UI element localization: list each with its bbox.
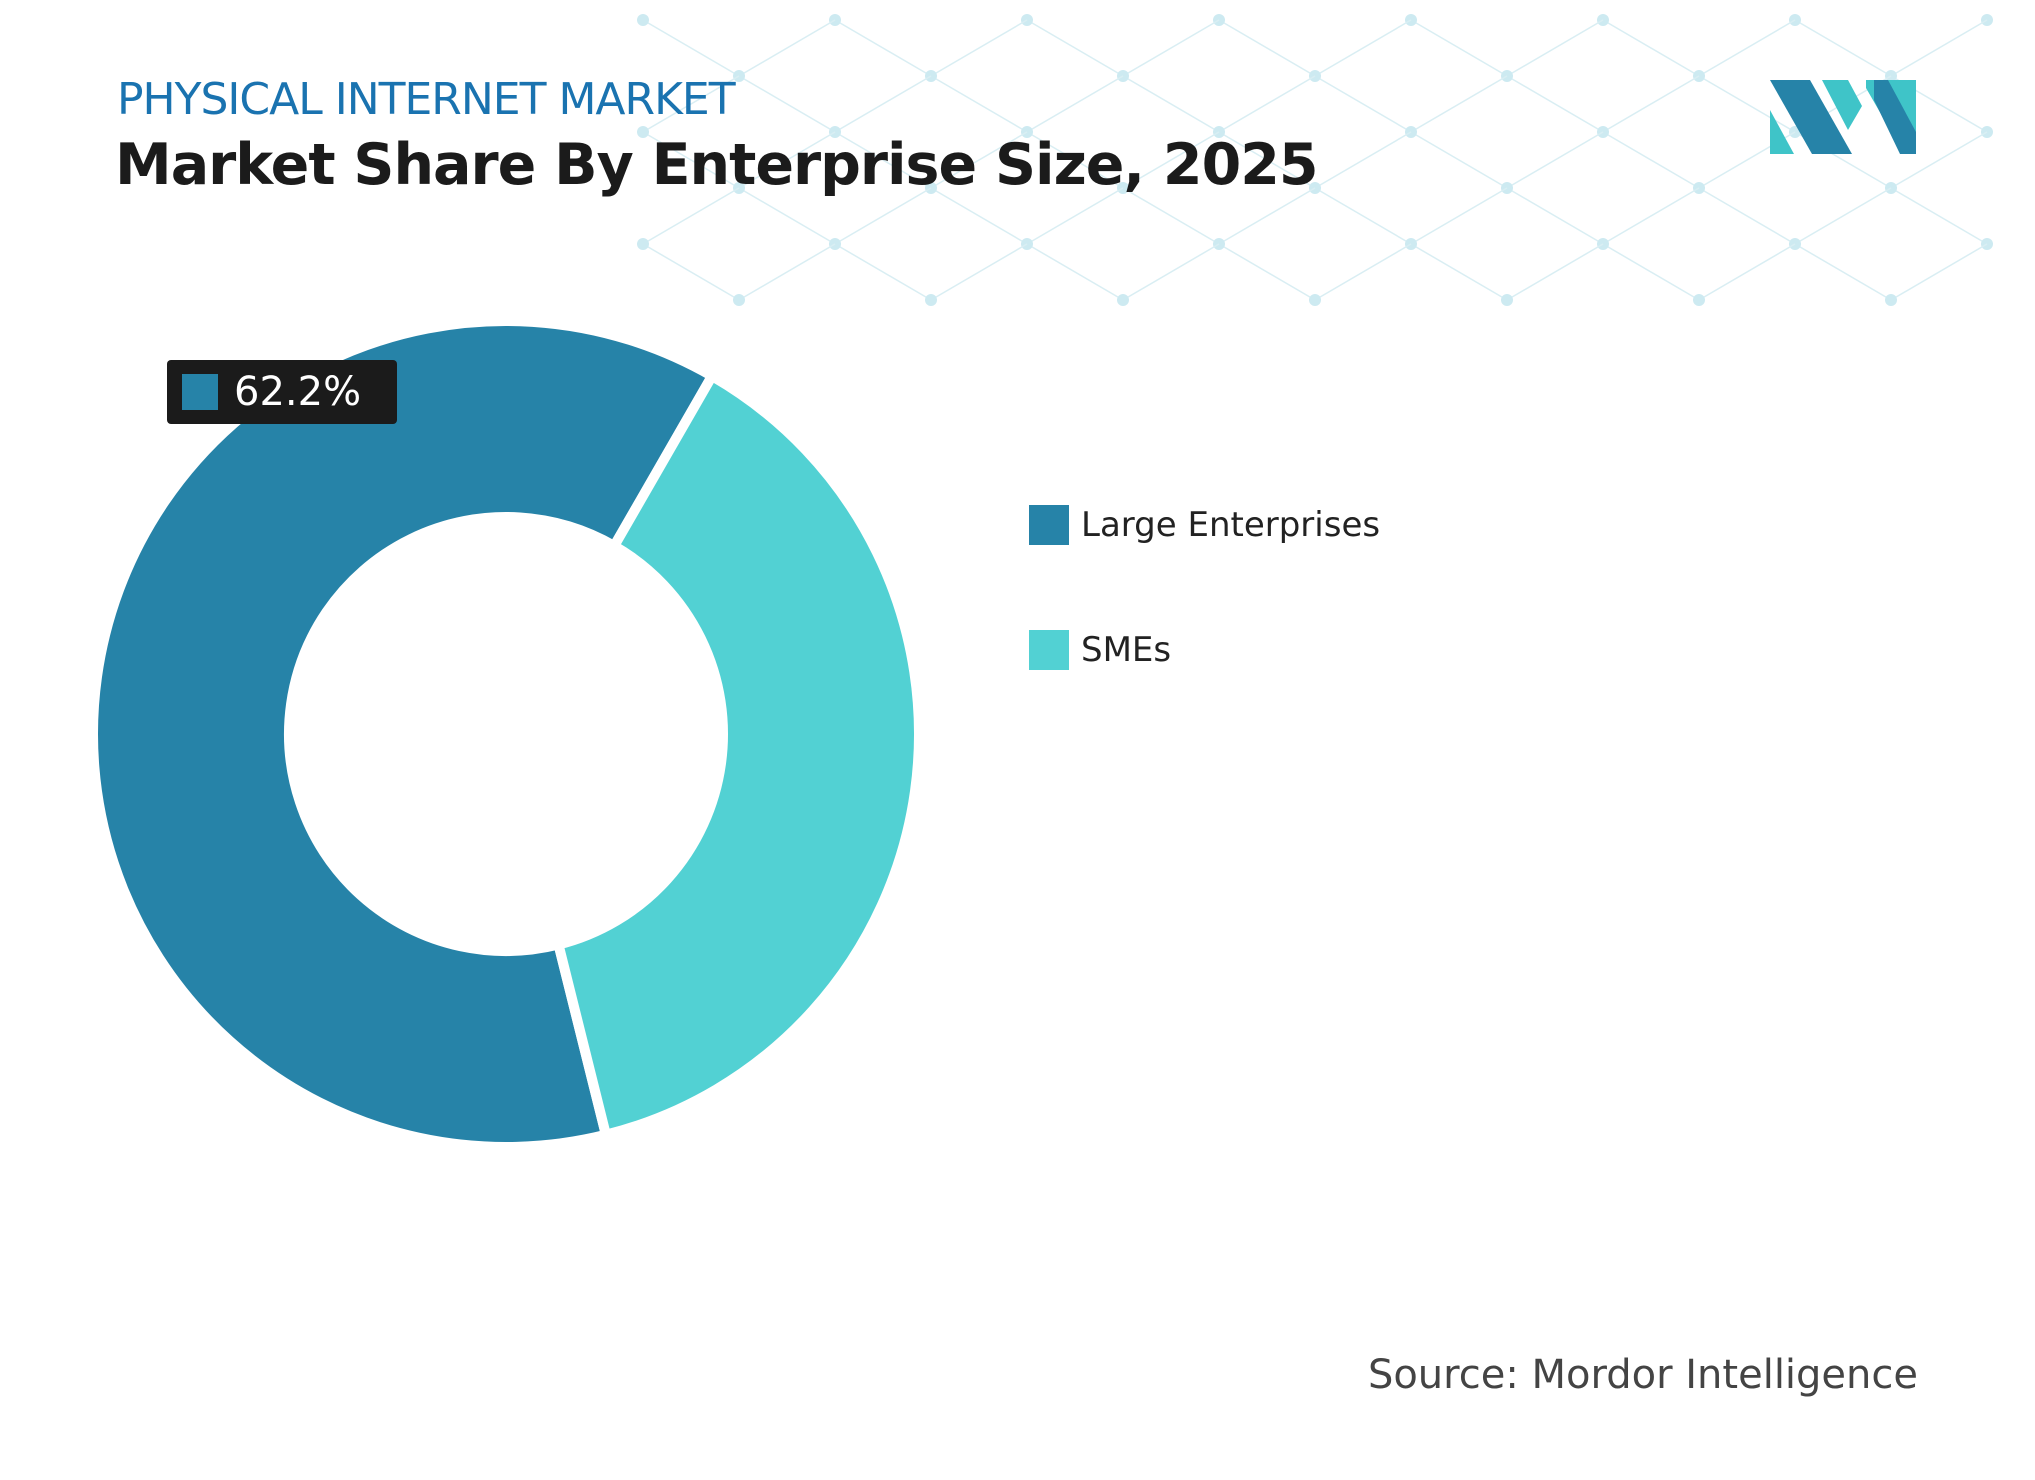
legend-item-smes[interactable]: SMEs: [1029, 630, 1171, 670]
pattern-line: [642, 243, 740, 301]
pattern-dot: [1693, 294, 1705, 306]
pattern-line: [930, 131, 1028, 189]
pattern-line: [1794, 19, 1892, 77]
pattern-line: [1890, 187, 1988, 245]
pattern-line: [1506, 75, 1604, 133]
pattern-line: [1026, 75, 1124, 133]
pattern-line: [1506, 187, 1604, 245]
pattern-line: [738, 187, 836, 245]
pattern-line: [1698, 243, 1796, 301]
pattern-line: [1122, 19, 1220, 77]
pattern-line: [642, 19, 740, 77]
pattern-dot: [1117, 294, 1129, 306]
pattern-dot: [637, 126, 649, 138]
pattern-line: [834, 75, 932, 133]
pattern-line: [1122, 187, 1220, 245]
pattern-line: [1026, 187, 1124, 245]
source-note: Source: Mordor Intelligence: [1367, 1352, 1918, 1398]
pattern-line: [1698, 187, 1796, 245]
pattern-line: [834, 19, 932, 77]
pattern-line: [834, 243, 932, 301]
pattern-line: [738, 243, 836, 301]
pattern-line: [1122, 131, 1220, 189]
pattern-line: [738, 75, 836, 133]
legend-swatch: [1029, 505, 1069, 545]
pattern-line: [1794, 243, 1892, 301]
pattern-line: [930, 187, 1028, 245]
pattern-dot: [733, 294, 745, 306]
pattern-dot: [925, 294, 937, 306]
pattern-line: [1602, 187, 1700, 245]
pattern-line: [738, 131, 836, 189]
pattern-line: [738, 19, 836, 77]
pattern-line: [1698, 19, 1796, 77]
pattern-line: [1314, 75, 1412, 133]
legend-label: Large Enterprises: [1081, 505, 1381, 545]
pattern-dot: [637, 14, 649, 26]
pattern-line: [1410, 131, 1508, 189]
pattern-line: [1506, 131, 1604, 189]
pattern-line: [1506, 19, 1604, 77]
pattern-line: [1218, 243, 1316, 301]
pattern-line: [1602, 131, 1700, 189]
pattern-line: [1314, 19, 1412, 77]
legend-item-large-enterprises[interactable]: Large Enterprises: [1029, 505, 1380, 545]
pattern-line: [1314, 187, 1412, 245]
donut-slice-smes[interactable]: [552, 369, 924, 1141]
pattern-line: [1698, 75, 1796, 133]
pattern-dot: [637, 238, 649, 250]
pattern-line: [1506, 243, 1604, 301]
pattern-line: [1314, 131, 1412, 189]
data-label-large-enterprises: 62.2%: [167, 360, 397, 424]
pattern-line: [1410, 187, 1508, 245]
data-label-text: 62.2%: [234, 369, 362, 415]
pattern-line: [930, 243, 1028, 301]
pattern-line: [1218, 75, 1316, 133]
pattern-line: [1218, 131, 1316, 189]
pattern-line: [1890, 19, 1988, 77]
pattern-line: [1410, 243, 1508, 301]
pattern-line: [1410, 75, 1508, 133]
mordor-logo: [1770, 80, 1916, 154]
pattern-line: [1026, 243, 1124, 301]
pattern-dot: [1309, 294, 1321, 306]
pattern-line: [642, 75, 740, 133]
pattern-line: [1410, 19, 1508, 77]
legend-swatch: [1029, 630, 1069, 670]
pattern-line: [1602, 19, 1700, 77]
pattern-line: [642, 131, 740, 189]
pattern-line: [1218, 187, 1316, 245]
pattern-line: [1122, 243, 1220, 301]
data-label-swatch: [182, 374, 218, 410]
pattern-line: [1794, 187, 1892, 245]
pattern-line: [1890, 131, 1988, 189]
pattern-line: [834, 187, 932, 245]
pattern-line: [1122, 75, 1220, 133]
pattern-line: [1602, 243, 1700, 301]
pattern-dot: [1501, 294, 1513, 306]
pattern-line: [834, 131, 932, 189]
legend-label: SMEs: [1081, 630, 1172, 670]
pattern-line: [1026, 131, 1124, 189]
pattern-line: [1218, 19, 1316, 77]
pattern-line: [930, 75, 1028, 133]
chart-supertitle: PHYSICAL INTERNET MARKET: [117, 74, 736, 125]
pattern-line: [1890, 243, 1988, 301]
pattern-dot: [1885, 294, 1897, 306]
pattern-line: [1602, 75, 1700, 133]
pattern-line: [642, 187, 740, 245]
pattern-line: [1026, 19, 1124, 77]
pattern-line: [930, 19, 1028, 77]
pattern-line: [1314, 243, 1412, 301]
donut-slice-large-enterprises[interactable]: [88, 316, 719, 1152]
chart-title: Market Share By Enterprise Size, 2025: [115, 132, 1319, 198]
